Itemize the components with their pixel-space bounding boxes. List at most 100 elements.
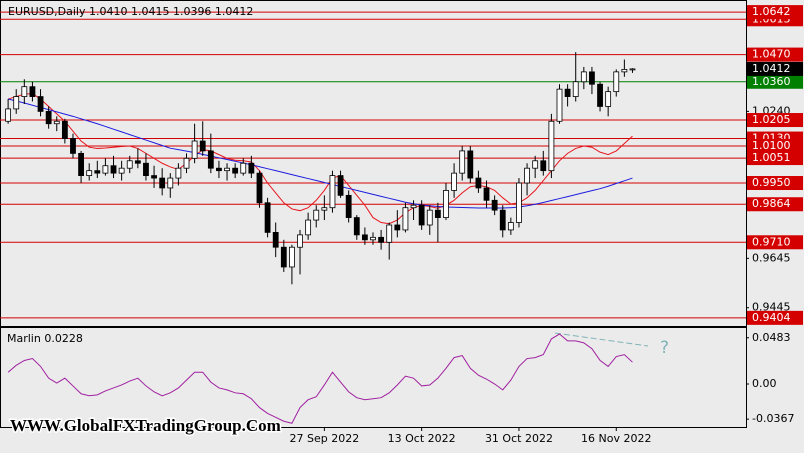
level-label-box xyxy=(747,74,803,89)
candle-body xyxy=(94,170,101,174)
level-label: 0.9864 xyxy=(752,197,791,210)
candle-body xyxy=(264,202,271,233)
candle-body xyxy=(605,91,612,107)
candle-body xyxy=(443,190,449,218)
candle-body xyxy=(524,167,530,184)
candle-body xyxy=(629,68,636,71)
level-label: 1.0205 xyxy=(752,113,791,126)
candle-body xyxy=(134,160,141,164)
level-label: 1.0642 xyxy=(752,5,791,18)
moving-average xyxy=(7,93,633,225)
watermark: WWW.GlobalFXTradingGroup.Com xyxy=(10,416,281,435)
candle-body xyxy=(361,234,368,241)
candle-body xyxy=(191,140,198,159)
level-label: 0.9950 xyxy=(752,176,791,189)
level-label-box xyxy=(747,151,803,166)
candle-body xyxy=(483,187,490,201)
last-price-box xyxy=(747,61,803,76)
candle-body xyxy=(386,224,393,243)
level-label-box xyxy=(747,176,803,191)
level-label: 0.9710 xyxy=(752,235,791,248)
indicator-line xyxy=(7,333,633,424)
level-label: 1.0100 xyxy=(752,139,791,152)
candle-body xyxy=(613,71,620,93)
candle-body xyxy=(256,172,263,204)
x-tick-label: 31 Oct 2022 xyxy=(485,432,553,445)
candle-body xyxy=(13,96,20,110)
candle-body xyxy=(532,160,539,169)
candle-body xyxy=(418,204,425,226)
candle-body xyxy=(548,120,555,172)
candle-body xyxy=(467,150,474,179)
candle-body xyxy=(151,175,157,179)
y-tick-label: 0.9645 xyxy=(752,251,791,264)
candle-body xyxy=(143,162,149,177)
candle-body xyxy=(313,209,320,221)
candle-body xyxy=(499,209,506,231)
candle-body xyxy=(280,246,287,268)
level-label-box xyxy=(747,235,803,250)
last-price-label: 1.0412 xyxy=(752,62,791,75)
candle-body xyxy=(159,177,166,189)
candle-body xyxy=(248,162,255,174)
candle-body xyxy=(86,170,93,177)
candle-body xyxy=(426,209,433,226)
candle-body xyxy=(232,167,239,174)
candle-body xyxy=(183,157,190,169)
level-label-box xyxy=(747,47,803,62)
candle-body xyxy=(394,224,401,231)
candle-body xyxy=(167,177,174,189)
main-pane-frame xyxy=(0,0,747,327)
candle-body xyxy=(199,140,206,152)
candle-body xyxy=(305,219,312,236)
candle-body xyxy=(5,108,12,122)
candle-body xyxy=(21,86,28,97)
candle-body xyxy=(516,182,522,223)
candle-body xyxy=(621,69,628,73)
candle-body xyxy=(459,150,466,174)
candle-body xyxy=(45,110,52,125)
level-label: 1.0051 xyxy=(752,151,791,164)
candle-body xyxy=(29,86,36,97)
candle-body xyxy=(289,246,295,268)
candle-body xyxy=(337,175,344,196)
candle-body xyxy=(110,165,117,174)
candle-body xyxy=(491,199,498,211)
level-label-box xyxy=(747,310,803,325)
divergence-line xyxy=(554,332,649,347)
candle-body xyxy=(70,138,76,154)
candle-body xyxy=(580,71,587,83)
level-label-box xyxy=(747,138,803,153)
annotation: ? xyxy=(660,338,669,358)
candle-body xyxy=(556,88,563,122)
candle-body xyxy=(224,167,230,172)
x-tick-label: 27 Sep 2022 xyxy=(289,432,359,445)
candle-body xyxy=(37,96,44,112)
level-label-box xyxy=(747,5,803,20)
candle-body xyxy=(540,160,547,172)
candle-body xyxy=(451,172,457,191)
candle-body xyxy=(126,160,133,169)
candle-body xyxy=(370,236,376,241)
candle-body xyxy=(321,207,328,211)
level-label: 1.0470 xyxy=(752,48,791,61)
y-tick-label: 0.00 xyxy=(752,377,777,390)
candle-body xyxy=(207,150,214,169)
candle-body xyxy=(240,162,247,174)
moving-average xyxy=(7,98,633,209)
candle-body xyxy=(272,232,279,248)
candle-body xyxy=(410,204,417,209)
candle-body xyxy=(78,152,84,177)
candle-body xyxy=(61,120,68,139)
level-label: 0.9404 xyxy=(752,311,791,324)
candle-body xyxy=(507,222,514,231)
candle-body xyxy=(572,81,579,97)
x-tick-label: 13 Oct 2022 xyxy=(388,432,456,445)
candle-body xyxy=(345,194,352,218)
candle-body xyxy=(597,83,603,107)
candle-body xyxy=(434,209,441,218)
level-label-box xyxy=(747,197,803,212)
y-tick-label: 0.9445 xyxy=(752,301,791,314)
